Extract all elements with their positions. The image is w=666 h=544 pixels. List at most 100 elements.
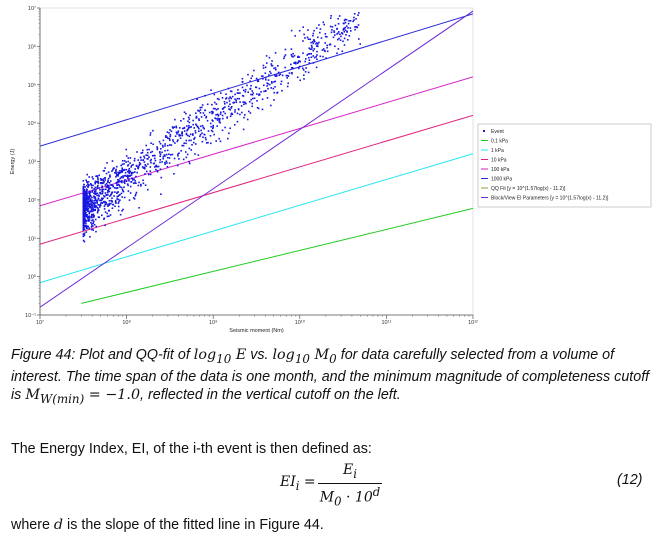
event-point [178,134,181,136]
event-point [303,74,305,76]
event-point [322,55,324,58]
event-point [89,198,92,200]
event-point [262,64,265,67]
event-point [188,160,190,163]
event-point [344,26,347,29]
event-point [199,135,201,138]
event-point [274,52,277,54]
event-point [324,50,326,53]
event-point [193,138,195,140]
event-point [315,66,318,69]
event-point [85,224,88,227]
event-point [82,233,85,235]
event-point [239,92,241,94]
event-point [205,116,207,119]
event-point [100,202,102,204]
event-point [82,216,85,218]
event-point [88,211,91,214]
event-point [96,194,98,197]
event-point [203,114,206,116]
event-point [175,126,178,129]
event-point [251,105,253,108]
event-point [291,72,293,74]
event-point [166,156,169,159]
event-point [103,180,105,183]
event-point [82,180,85,182]
event-point [115,172,117,174]
event-point [166,149,169,152]
event-point [298,67,300,70]
event-point [114,205,116,208]
event-point [175,125,177,128]
event-point [170,144,173,146]
event-point [236,97,239,100]
event-point [145,154,147,156]
event-point [83,203,86,205]
event-point [94,190,96,192]
event-point [132,163,134,166]
event-point [83,218,86,221]
event-point [166,165,169,168]
event-point [187,128,190,130]
event-point [129,157,132,159]
chart-legend: Event 0.1 kPa 1 kPa 10 kPa 100 kPa 1000 kPa QQ… [477,123,652,208]
energy-moment-chart: 10⁷ 10⁸ 10⁹ 10¹⁰ 10¹¹ 10¹² 10⁻¹ 10⁰ 10¹ 10² 10³ 10⁴… [10,5,652,334]
event-point [147,158,149,160]
event-point [264,66,267,69]
event-point [107,179,109,182]
event-point [319,31,321,34]
event-point [199,125,202,128]
event-point [101,197,103,200]
plot-frame [39,7,474,316]
event-point [266,85,268,87]
event-point [109,176,111,178]
event-point [127,190,130,192]
event-point [311,48,313,50]
event-point [344,18,346,21]
event-point [317,45,319,48]
event-point [92,214,95,217]
event-point [108,190,111,193]
event-point [85,192,87,195]
event-point [222,110,225,113]
event-point [174,135,177,137]
event-point [85,197,87,199]
event-point [178,158,180,160]
event-point [359,43,361,45]
event-point [88,212,90,215]
event-point [150,161,152,164]
event-point [123,163,125,165]
event-point [82,193,85,196]
event-point [94,206,96,208]
event-point [94,218,97,221]
event-point [188,147,191,150]
event-point [122,189,124,192]
event-point [98,187,100,189]
event-point [128,178,130,180]
event-point [211,112,213,115]
event-point [93,188,95,190]
event-point [87,203,89,206]
event-point [319,28,322,30]
event-point [230,97,232,100]
event-point [190,139,192,142]
event-point [225,98,227,100]
event-point [126,183,129,185]
event-point [103,170,106,172]
event-point [354,28,356,31]
event-point [205,142,208,144]
event-point [130,164,133,167]
event-point [224,112,226,115]
event-point [274,86,276,88]
event-point [187,116,190,119]
event-point [235,101,238,104]
y-tick-label: 10⁵ [28,82,36,89]
event-point [115,168,117,171]
reference-lines [40,10,473,308]
event-point [87,205,89,208]
event-point [91,210,94,213]
event-point [82,210,85,213]
event-point [355,26,358,28]
event-point [117,198,120,201]
event-point [307,53,310,55]
